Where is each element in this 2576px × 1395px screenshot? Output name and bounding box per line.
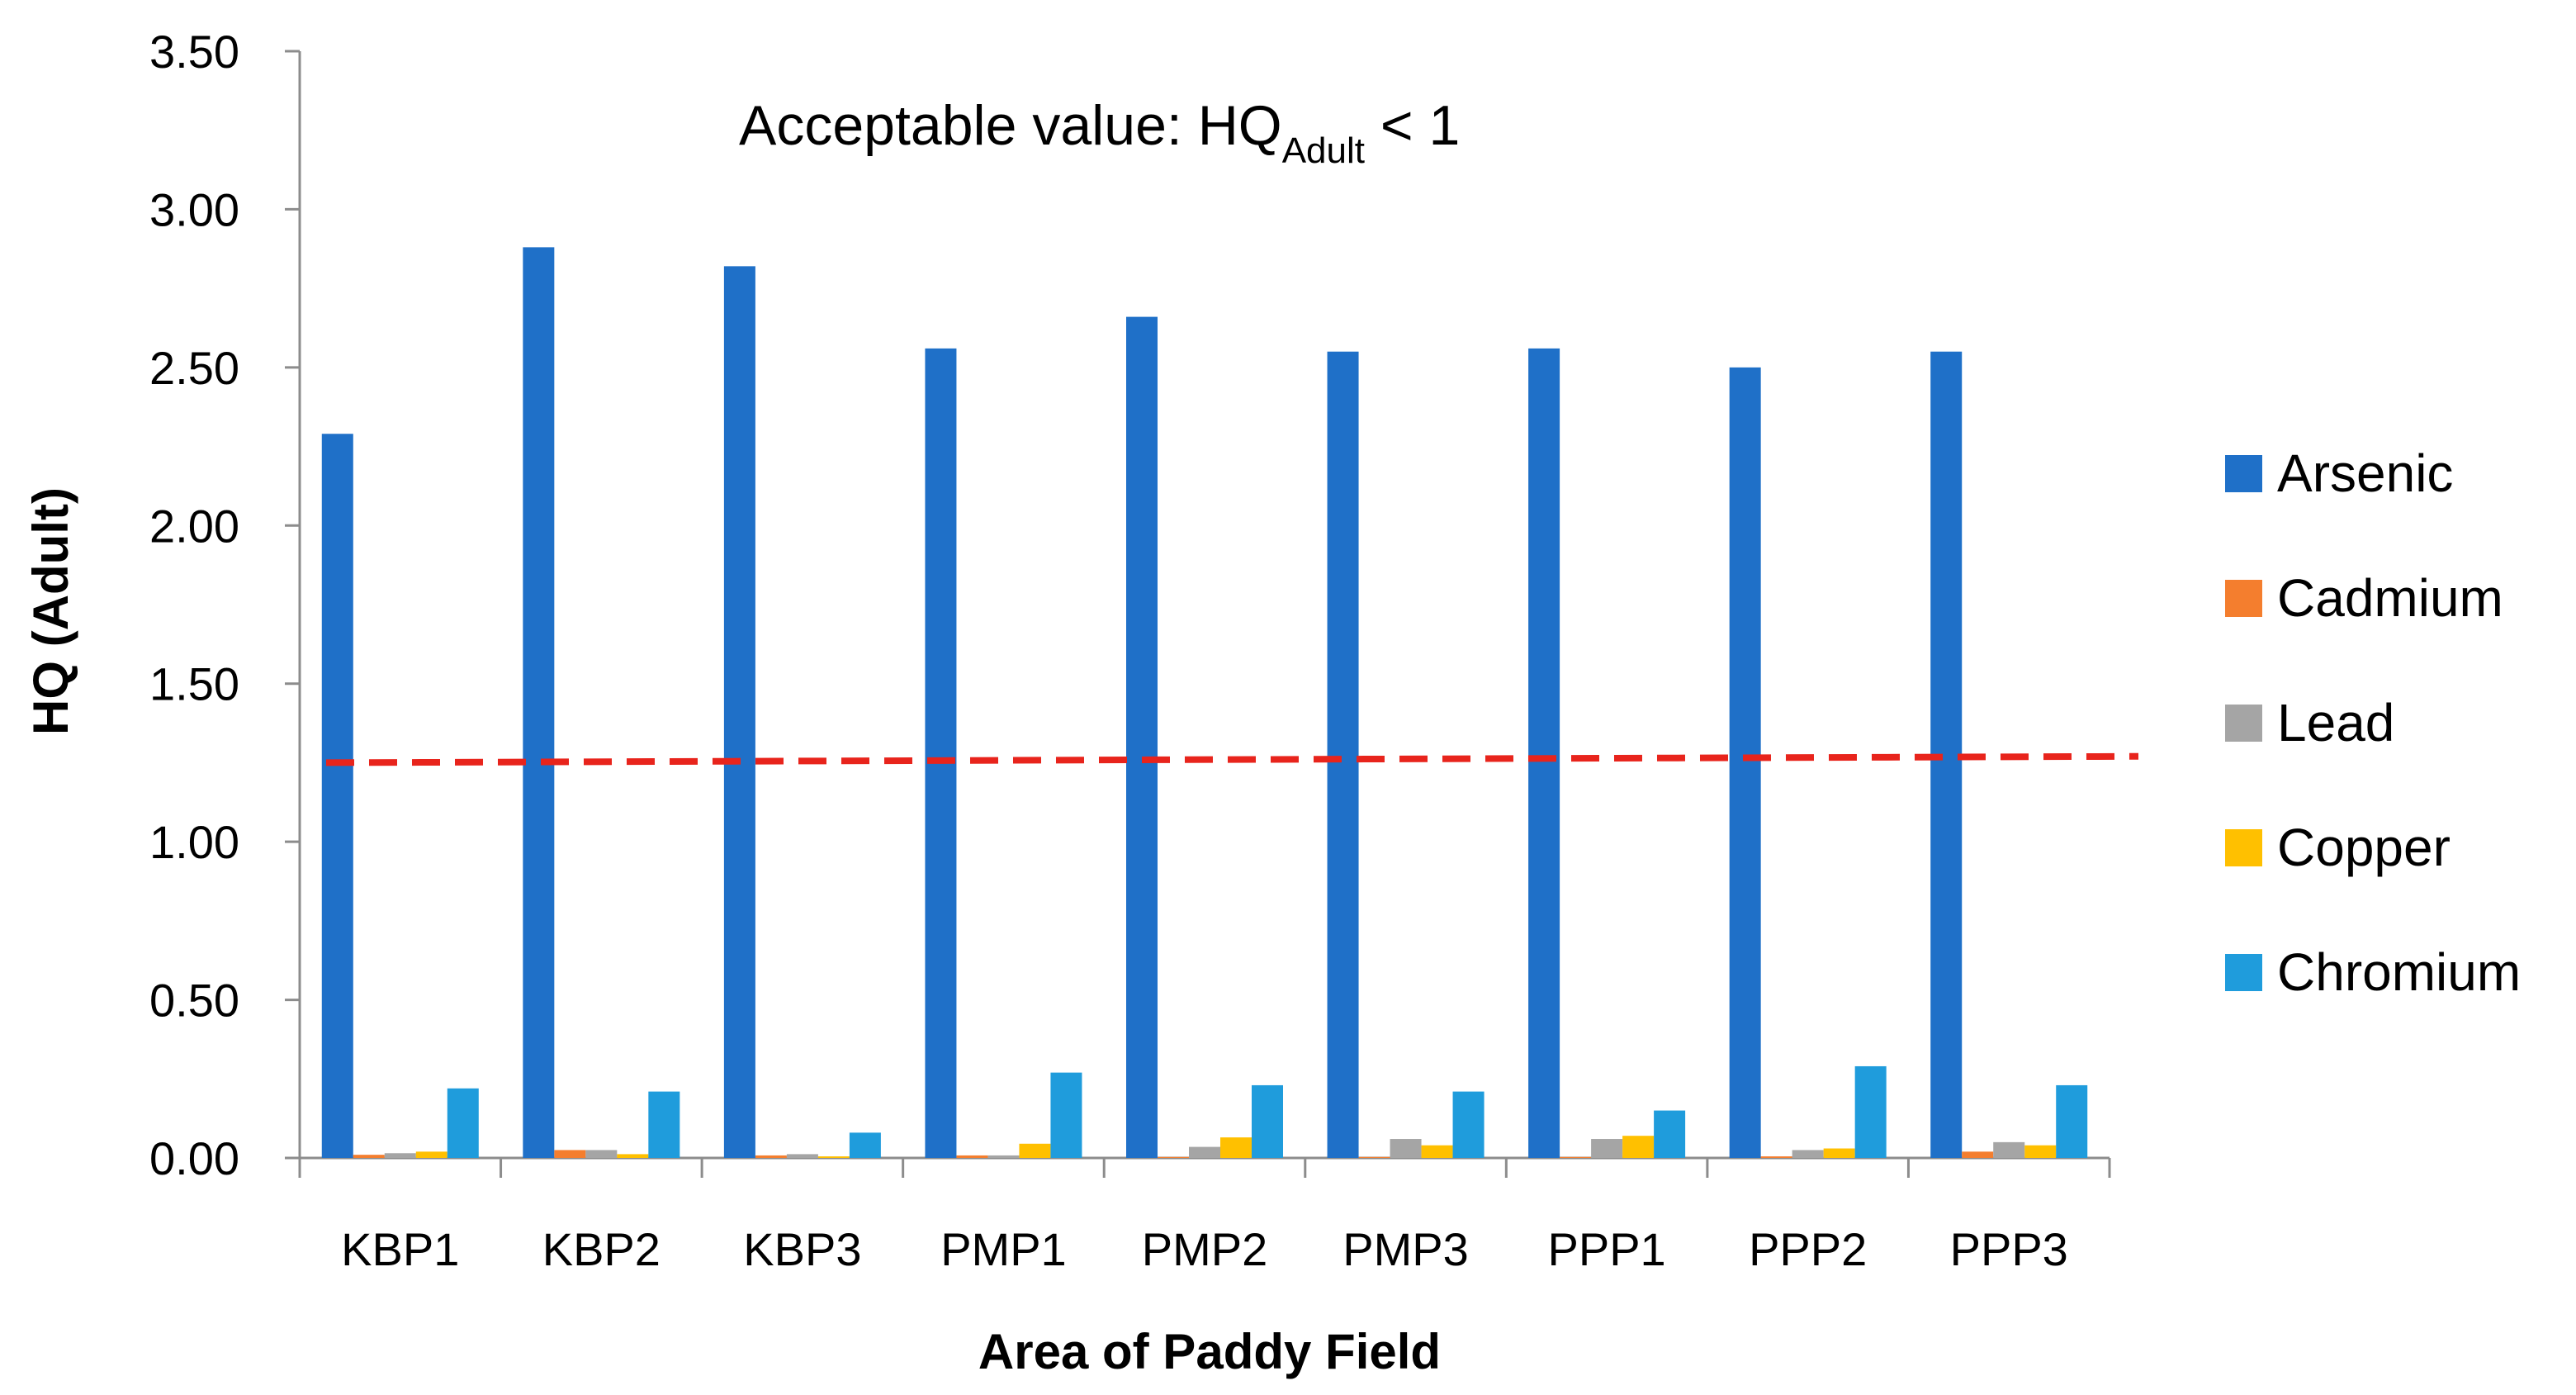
bar-cadmium (554, 1150, 586, 1158)
bar-arsenic (1729, 367, 1761, 1158)
y-axis-title: HQ (Adult) (23, 487, 78, 735)
x-tick-label: PMP2 (1142, 1223, 1268, 1275)
x-tick-label: PMP3 (1342, 1223, 1469, 1275)
legend-swatch-chromium (2225, 954, 2262, 991)
y-tick-label: 0.00 (149, 1132, 239, 1184)
x-tick-label: PMP1 (940, 1223, 1067, 1275)
x-tick-label: KBP1 (341, 1223, 459, 1275)
bar-chromium (1050, 1072, 1082, 1158)
legend-label-lead: Lead (2277, 693, 2394, 752)
y-tick-label: 2.00 (149, 500, 239, 552)
bar-chromium (1854, 1065, 1887, 1158)
x-axis-title: Area of Paddy Field (978, 1324, 1441, 1379)
x-tick-label: PPP1 (1548, 1223, 1666, 1275)
x-tick-label: KBP3 (743, 1223, 861, 1275)
bar-chromium (1452, 1091, 1485, 1158)
annotation: Acceptable value: HQAdult < 1 (739, 94, 1460, 171)
bar-arsenic (1126, 316, 1158, 1159)
bar-lead (1390, 1139, 1422, 1158)
y-tick-label: 3.50 (149, 26, 239, 78)
bar-chromium (849, 1132, 881, 1158)
bar-lead (987, 1155, 1020, 1158)
bar-lead (1189, 1146, 1220, 1158)
axes: 0.00 0.50 1.00 1.50 2.00 2.50 3.00 3.50 KBP1 KBP2… (149, 26, 2111, 1275)
legend-label-arsenic: Arsenic (2277, 444, 2453, 503)
x-tick-label: PPP2 (1749, 1223, 1867, 1275)
annotation-text: Acceptable value: HQ (739, 94, 1282, 157)
bar-lead (1591, 1139, 1623, 1158)
bar-arsenic (723, 266, 755, 1158)
y-tick-label: 1.00 (149, 816, 239, 868)
legend-label-copper: Copper (2277, 818, 2451, 877)
bar-copper (817, 1156, 850, 1158)
bar-copper (1823, 1148, 1855, 1158)
bar-arsenic (1327, 351, 1359, 1158)
x-tick-label: PPP3 (1950, 1223, 2068, 1275)
bar-copper (2024, 1145, 2057, 1158)
reference-line (325, 752, 2139, 766)
legend-swatch-copper (2225, 829, 2262, 866)
y-tick-label: 2.50 (149, 342, 239, 394)
legend-swatch-cadmium (2225, 580, 2262, 617)
bar-arsenic (925, 348, 957, 1158)
bar-cadmium (1760, 1156, 1792, 1158)
legend-swatch-arsenic (2225, 455, 2262, 492)
bar-copper (1622, 1136, 1655, 1158)
bar-arsenic (523, 247, 555, 1158)
bar-cadmium (956, 1155, 988, 1158)
bar-cadmium (1560, 1156, 1592, 1158)
annotation-suffix: < 1 (1365, 94, 1460, 157)
bar-arsenic (321, 434, 353, 1158)
legend-label-chromium: Chromium (2277, 942, 2521, 1002)
bar-cadmium (1358, 1156, 1390, 1158)
annotation-subscript: Adult (1282, 130, 1365, 171)
bar-lead (1792, 1150, 1824, 1158)
bar-cadmium (1962, 1151, 1994, 1158)
bar-arsenic (1528, 348, 1560, 1158)
bar-chromium (648, 1091, 680, 1158)
legend-label-cadmium: Cadmium (2277, 568, 2503, 628)
bar-lead (384, 1153, 416, 1158)
bar-copper (1421, 1145, 1453, 1158)
legend: Arsenic Cadmium Lead Copper Chromium (2225, 444, 2521, 1002)
bar-copper (415, 1151, 447, 1158)
legend-swatch-lead (2225, 705, 2262, 742)
bar-chromium (1252, 1084, 1283, 1158)
y-tick-label: 1.50 (149, 658, 239, 710)
bar-cadmium (755, 1155, 787, 1158)
bar-chromium (1654, 1110, 1686, 1158)
bar-lead (1993, 1141, 2025, 1158)
bar-copper (617, 1154, 649, 1158)
bar-chromium (447, 1088, 479, 1158)
x-tick-label: KBP2 (542, 1223, 661, 1275)
y-tick-label: 3.00 (149, 183, 239, 235)
reference-line-group (325, 752, 2139, 766)
bar-chromium (2056, 1084, 2088, 1158)
bars (321, 247, 2088, 1159)
bar-cadmium (353, 1155, 385, 1158)
y-tick-label: 0.50 (149, 975, 239, 1027)
bar-copper (1019, 1143, 1051, 1158)
bar-copper (1220, 1137, 1252, 1158)
bar-cadmium (1158, 1156, 1189, 1158)
bar-lead (786, 1154, 818, 1158)
bar-lead (585, 1150, 618, 1158)
